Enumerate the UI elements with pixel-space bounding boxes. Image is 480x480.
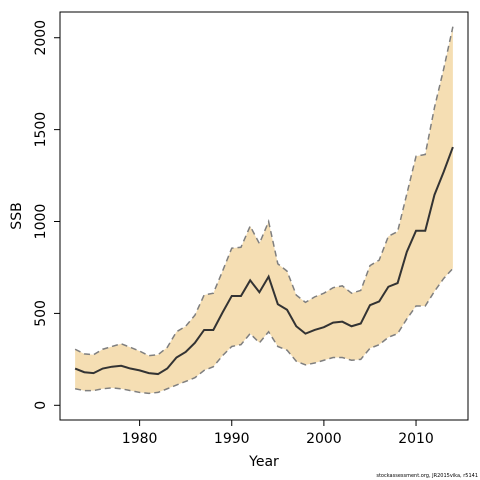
- confidence-band: [75, 26, 453, 394]
- x-axis-label: Year: [248, 454, 279, 470]
- x-tick-label: 1990: [214, 431, 250, 447]
- plot-frame: [59, 11, 469, 421]
- x-tick-label: 2010: [398, 431, 434, 447]
- x-tick-label: 1980: [122, 431, 158, 447]
- y-tick-label: 500: [33, 300, 49, 327]
- footnote: stockassessment.org, JR2015vika, r5141: [376, 473, 478, 479]
- x-tick-label: 2000: [306, 431, 342, 447]
- lower-bound: [74, 267, 454, 395]
- y-tick-label: 0: [33, 401, 49, 410]
- ssb-line: [74, 146, 454, 376]
- y-tick-label: 1500: [33, 112, 49, 148]
- y-axis-label: SSB: [9, 202, 25, 229]
- y-tick-label: 1000: [33, 204, 49, 240]
- y-tick-label: 2000: [33, 20, 49, 56]
